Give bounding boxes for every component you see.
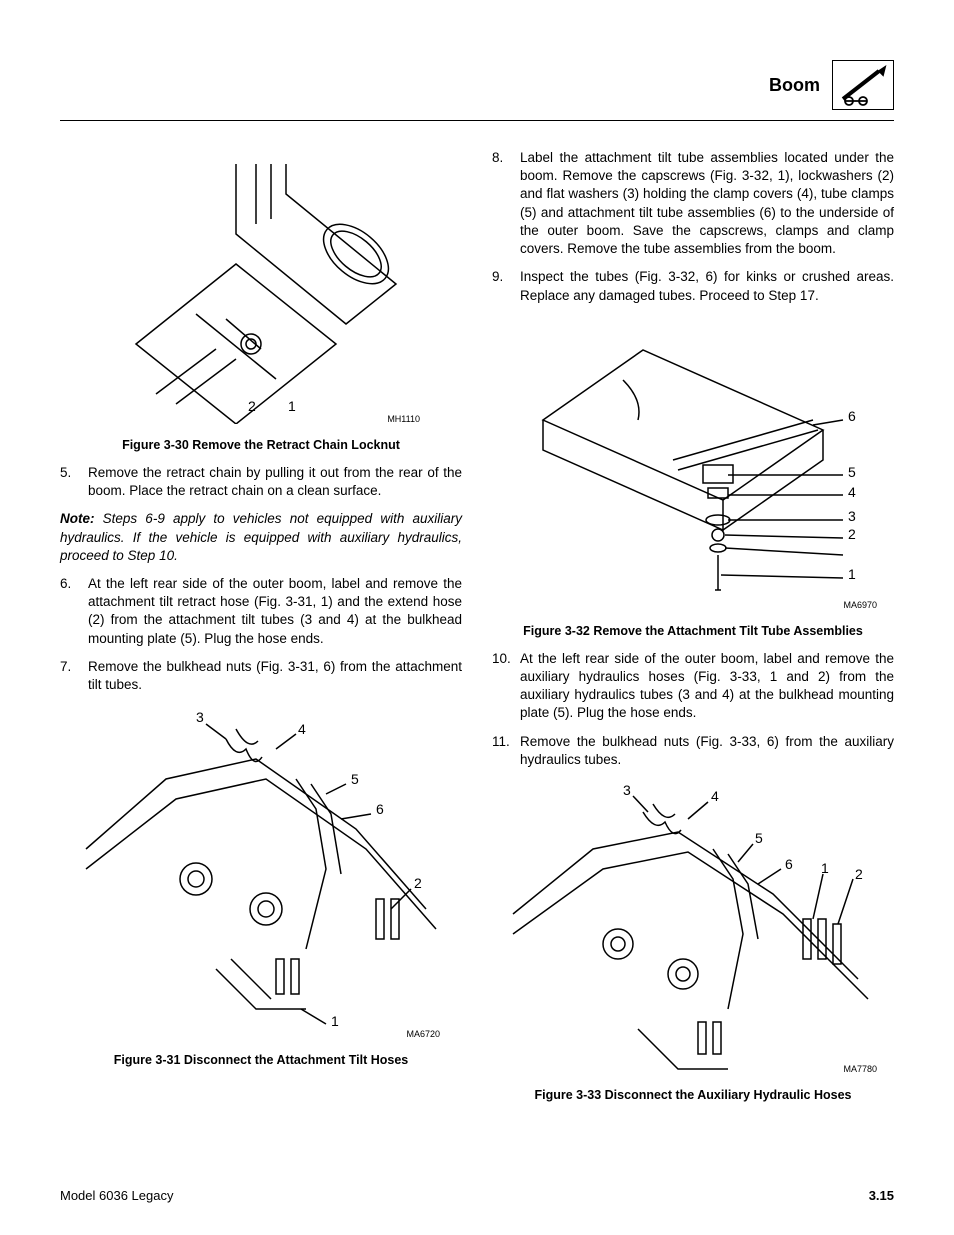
figure-3-32: 6 5 4 3 2 1 MA6970 Figure 3-32 Remove th…: [492, 315, 894, 640]
note-label: Note:: [60, 511, 95, 526]
boom-icon: [832, 60, 894, 110]
figure-caption: Figure 3-31 Disconnect the Attachment Ti…: [60, 1052, 462, 1069]
figure-3-30: 2 1 MH1110 Figure 3-30 Remove the Retrac…: [60, 149, 462, 454]
step-10: 10. At the left rear side of the outer b…: [492, 650, 894, 723]
step-number: 6.: [60, 575, 88, 648]
step-11: 11. Remove the bulkhead nuts (Fig. 3-33,…: [492, 733, 894, 769]
callout-3: 3: [196, 708, 204, 727]
callout-4: 4: [711, 787, 719, 806]
figure-3-31: 3 4 5 6 2 1 MA6720 Figure 3-31 Disconnec…: [60, 704, 462, 1069]
figure-caption: Figure 3-30 Remove the Retract Chain Loc…: [60, 437, 462, 454]
callout-1: 1: [331, 1012, 339, 1031]
section-title: Boom: [769, 73, 820, 97]
step-text: At the left rear side of the outer boom,…: [520, 650, 894, 723]
step-text: Remove the bulkhead nuts (Fig. 3-31, 6) …: [88, 658, 462, 694]
step-number: 7.: [60, 658, 88, 694]
image-code: MA7780: [843, 1063, 877, 1075]
page-header: Boom: [60, 60, 894, 121]
step-number: 8.: [492, 149, 520, 258]
left-column: 2 1 MH1110 Figure 3-30 Remove the Retrac…: [60, 141, 462, 1114]
step-5: 5. Remove the retract chain by pulling i…: [60, 464, 462, 500]
step-text: Remove the retract chain by pulling it o…: [88, 464, 462, 500]
step-7: 7. Remove the bulkhead nuts (Fig. 3-31, …: [60, 658, 462, 694]
step-6: 6. At the left rear side of the outer bo…: [60, 575, 462, 648]
callout-5: 5: [351, 770, 359, 789]
step-list: 6. At the left rear side of the outer bo…: [60, 575, 462, 694]
figure-3-33: 3 4 5 6 1 2 MA7780 Figure 3-33 Disconnec…: [492, 779, 894, 1104]
step-9: 9. Inspect the tubes (Fig. 3-32, 6) for …: [492, 268, 894, 304]
callout-3: 3: [848, 507, 856, 526]
callout-3: 3: [623, 781, 631, 800]
callout-6: 6: [376, 800, 384, 819]
step-number: 10.: [492, 650, 520, 723]
content-columns: 2 1 MH1110 Figure 3-30 Remove the Retrac…: [60, 141, 894, 1114]
callout-2: 2: [248, 397, 256, 416]
image-code: MA6720: [406, 1028, 440, 1040]
callout-5: 5: [755, 829, 763, 848]
right-column: 8. Label the attachment tilt tube assemb…: [492, 141, 894, 1114]
callout-5: 5: [848, 463, 856, 482]
step-8: 8. Label the attachment tilt tube assemb…: [492, 149, 894, 258]
step-list: 10. At the left rear side of the outer b…: [492, 650, 894, 769]
step-number: 9.: [492, 268, 520, 304]
step-number: 11.: [492, 733, 520, 769]
callout-1: 1: [821, 859, 829, 878]
callout-6: 6: [785, 855, 793, 874]
note-text: Steps 6-9 apply to vehicles not equipped…: [60, 511, 462, 562]
note: Note: Steps 6-9 apply to vehicles not eq…: [60, 510, 462, 565]
callout-1: 1: [848, 565, 856, 584]
step-list: 5. Remove the retract chain by pulling i…: [60, 464, 462, 500]
figure-caption: Figure 3-33 Disconnect the Auxiliary Hyd…: [492, 1087, 894, 1104]
footer-page: 3.15: [869, 1187, 894, 1205]
step-text: Remove the bulkhead nuts (Fig. 3-33, 6) …: [520, 733, 894, 769]
step-list: 8. Label the attachment tilt tube assemb…: [492, 149, 894, 305]
callout-2: 2: [855, 865, 863, 884]
step-text: Label the attachment tilt tube assemblie…: [520, 149, 894, 258]
figure-caption: Figure 3-32 Remove the Attachment Tilt T…: [492, 623, 894, 640]
callout-1: 1: [288, 397, 296, 416]
image-code: MH1110: [387, 413, 420, 425]
footer-model: Model 6036 Legacy: [60, 1187, 173, 1205]
callout-4: 4: [298, 720, 306, 739]
page-footer: Model 6036 Legacy 3.15: [60, 1187, 894, 1205]
image-code: MA6970: [843, 599, 877, 611]
callout-4: 4: [848, 483, 856, 502]
step-number: 5.: [60, 464, 88, 500]
step-text: At the left rear side of the outer boom,…: [88, 575, 462, 648]
step-text: Inspect the tubes (Fig. 3-32, 6) for kin…: [520, 268, 894, 304]
callout-6: 6: [848, 407, 856, 426]
callout-2: 2: [848, 525, 856, 544]
callout-2: 2: [414, 874, 422, 893]
